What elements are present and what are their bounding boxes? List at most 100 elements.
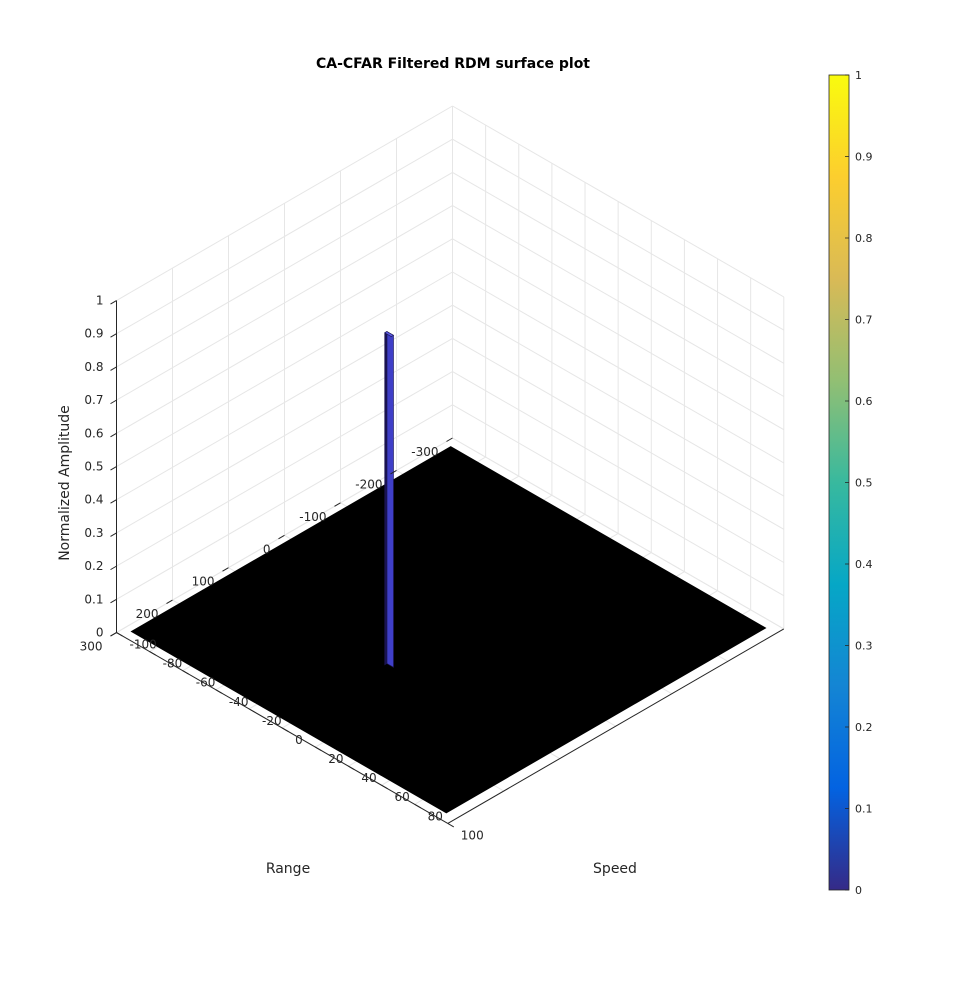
z-axis-label: Normalized Amplitude xyxy=(57,405,73,561)
z-tick-label: 0.3 xyxy=(84,526,103,540)
y-tick xyxy=(166,599,173,605)
z-tick xyxy=(110,532,117,537)
grid-line-z xyxy=(452,271,785,464)
z-tick-label: 1 xyxy=(96,294,104,308)
colorbar-tick-label: 0.7 xyxy=(855,314,873,327)
y-tick-label: 200 xyxy=(136,607,159,621)
x-tick-label: 0 xyxy=(295,733,303,747)
colorbar-tick-label: 0 xyxy=(855,884,862,897)
z-tick xyxy=(110,399,117,405)
z-tick-label: 0 xyxy=(96,626,104,640)
z-tick-label: 0.7 xyxy=(84,393,103,407)
grid-line-z xyxy=(452,437,785,630)
axes: 0 0.1 0.2 0.3 0.4 0.5 0.6 0.7 0.8 0.9 1 -300 -20 0 -10… xyxy=(80,294,785,842)
x-tick xyxy=(149,651,156,656)
colorbar-tick-label: 0.9 xyxy=(855,151,873,164)
x-tick xyxy=(182,670,190,675)
z-tick-label: 0.6 xyxy=(84,426,103,440)
y-tick-label: 300 xyxy=(80,640,103,654)
grid-line-z xyxy=(452,304,785,497)
colorbar-tick-label: 0.4 xyxy=(855,558,873,571)
x-tick-label: 40 xyxy=(361,771,376,785)
peak-top xyxy=(384,331,395,337)
grid-line-z xyxy=(452,404,785,597)
y-axis-label: Range xyxy=(266,861,310,877)
grid-line-z xyxy=(116,205,453,401)
grid-line-z xyxy=(116,138,453,335)
colorbar-tick-label: 0.5 xyxy=(855,477,873,490)
x-tick-label: 60 xyxy=(395,790,410,804)
z-tick xyxy=(110,565,117,571)
x-tick xyxy=(215,689,223,694)
detection-peak xyxy=(384,330,395,668)
grid-line-z xyxy=(116,337,453,534)
z-tick-label: 0.9 xyxy=(84,327,103,341)
z-tick xyxy=(110,300,117,305)
z-tick-label: 0.8 xyxy=(84,360,103,374)
z-tick xyxy=(110,466,117,471)
x-axis-label: Speed xyxy=(593,861,637,877)
y-tick xyxy=(446,437,453,442)
x-tick-label: -20 xyxy=(262,714,282,728)
x-tick xyxy=(281,727,289,732)
y-tick xyxy=(278,534,285,540)
y-tick xyxy=(390,469,397,475)
x-tick xyxy=(348,765,355,771)
grid-line-z xyxy=(116,404,453,600)
y-tick xyxy=(110,632,117,637)
grid-line-z xyxy=(452,337,785,530)
peak-face xyxy=(386,330,394,668)
y-tick xyxy=(222,567,229,572)
x-axis-line xyxy=(447,628,785,824)
grid-line-z xyxy=(116,238,453,434)
x-tick-label: -100 xyxy=(130,638,157,652)
colorbar-tick-label: 1 xyxy=(855,69,862,82)
y-tick-label: 0 xyxy=(263,542,271,556)
y-tick-label: 100 xyxy=(192,575,215,589)
z-tick-label: 0.1 xyxy=(84,592,103,606)
grid-line-z xyxy=(452,105,785,298)
z-tick-label: 0.5 xyxy=(84,460,103,474)
colorbar-tick-label: 0.6 xyxy=(855,395,873,408)
colorbar-tick-label: 0.3 xyxy=(855,640,873,653)
colorbar-tick-label: 0.2 xyxy=(855,721,873,734)
grid-line-z xyxy=(452,205,785,397)
colorbar: 0 0.1 0.2 0.3 0.4 0.5 0.6 0.7 0.8 0.9 1 xyxy=(828,69,873,897)
grid-line-z xyxy=(452,371,785,563)
z-tick xyxy=(110,333,117,338)
z-tick xyxy=(110,598,117,604)
surface xyxy=(130,330,767,814)
y-tick-label: -300 xyxy=(411,445,438,459)
z-tick xyxy=(110,499,117,504)
x-tick-label: 20 xyxy=(328,752,343,766)
grid-line-z xyxy=(116,371,453,567)
surface-base xyxy=(130,446,767,814)
x-tick-label: -60 xyxy=(196,676,216,690)
z-tick-label: 0.2 xyxy=(84,559,103,573)
y-tick xyxy=(334,502,341,507)
y-tick-label: -100 xyxy=(299,510,326,524)
x-tick-label: -40 xyxy=(229,695,249,709)
z-tick-label: 0.4 xyxy=(84,493,103,507)
x-tick xyxy=(248,708,256,713)
grid-line-z xyxy=(116,105,453,301)
x-tick xyxy=(414,803,421,809)
grid-line-z xyxy=(116,304,453,501)
z-tick xyxy=(110,432,117,438)
x-tick xyxy=(381,784,388,790)
grid-line-z xyxy=(116,171,453,368)
x-tick-label: 80 xyxy=(428,809,443,823)
colorbar-tick-label: 0.1 xyxy=(855,803,873,816)
x-tick-label: 100 xyxy=(461,828,484,842)
z-tick xyxy=(110,366,117,371)
x-tick xyxy=(116,632,123,637)
chart-title: CA-CFAR Filtered RDM surface plot xyxy=(316,56,590,72)
grid-line-z xyxy=(452,171,785,364)
x-tick-label: -80 xyxy=(163,657,183,671)
colorbar-tick-label: 0.8 xyxy=(855,232,873,245)
grid-line-z xyxy=(452,138,785,331)
grid-line-z xyxy=(116,271,453,467)
x-tick xyxy=(447,822,455,828)
x-tick xyxy=(315,746,322,751)
